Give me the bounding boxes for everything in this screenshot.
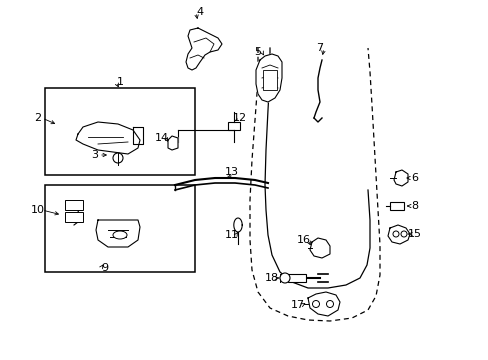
Text: 10: 10 xyxy=(31,205,45,215)
Text: 9: 9 xyxy=(101,263,108,273)
Text: 12: 12 xyxy=(232,113,246,123)
Text: 15: 15 xyxy=(407,229,421,239)
Text: 4: 4 xyxy=(196,7,203,17)
Text: 7: 7 xyxy=(316,43,323,53)
Bar xyxy=(65,200,83,210)
Ellipse shape xyxy=(113,231,127,239)
Bar xyxy=(65,212,83,222)
Circle shape xyxy=(400,231,406,237)
Text: 2: 2 xyxy=(34,113,41,123)
Bar xyxy=(389,202,403,210)
Text: 14: 14 xyxy=(155,133,169,143)
Text: 16: 16 xyxy=(296,235,310,245)
Polygon shape xyxy=(387,225,409,244)
Bar xyxy=(45,185,195,272)
Polygon shape xyxy=(256,54,282,102)
Circle shape xyxy=(113,153,123,163)
Text: 18: 18 xyxy=(264,273,279,283)
Bar xyxy=(227,122,240,130)
Bar xyxy=(287,274,305,282)
Text: 11: 11 xyxy=(224,230,239,240)
Circle shape xyxy=(326,301,333,307)
Text: 5: 5 xyxy=(254,47,261,57)
Polygon shape xyxy=(168,136,178,150)
Text: 6: 6 xyxy=(411,173,418,183)
Circle shape xyxy=(392,231,398,237)
Polygon shape xyxy=(309,238,329,258)
Circle shape xyxy=(312,301,319,307)
Text: 8: 8 xyxy=(410,201,418,211)
Polygon shape xyxy=(307,292,339,316)
Circle shape xyxy=(280,273,289,283)
Text: 3: 3 xyxy=(91,150,98,160)
Bar xyxy=(263,70,276,90)
Polygon shape xyxy=(185,28,222,70)
Text: 17: 17 xyxy=(290,300,305,310)
Text: 13: 13 xyxy=(224,167,239,177)
Polygon shape xyxy=(393,170,407,186)
Polygon shape xyxy=(96,220,140,247)
Bar xyxy=(45,88,195,175)
Text: 1: 1 xyxy=(116,77,123,87)
Polygon shape xyxy=(76,122,140,154)
Polygon shape xyxy=(233,218,242,232)
